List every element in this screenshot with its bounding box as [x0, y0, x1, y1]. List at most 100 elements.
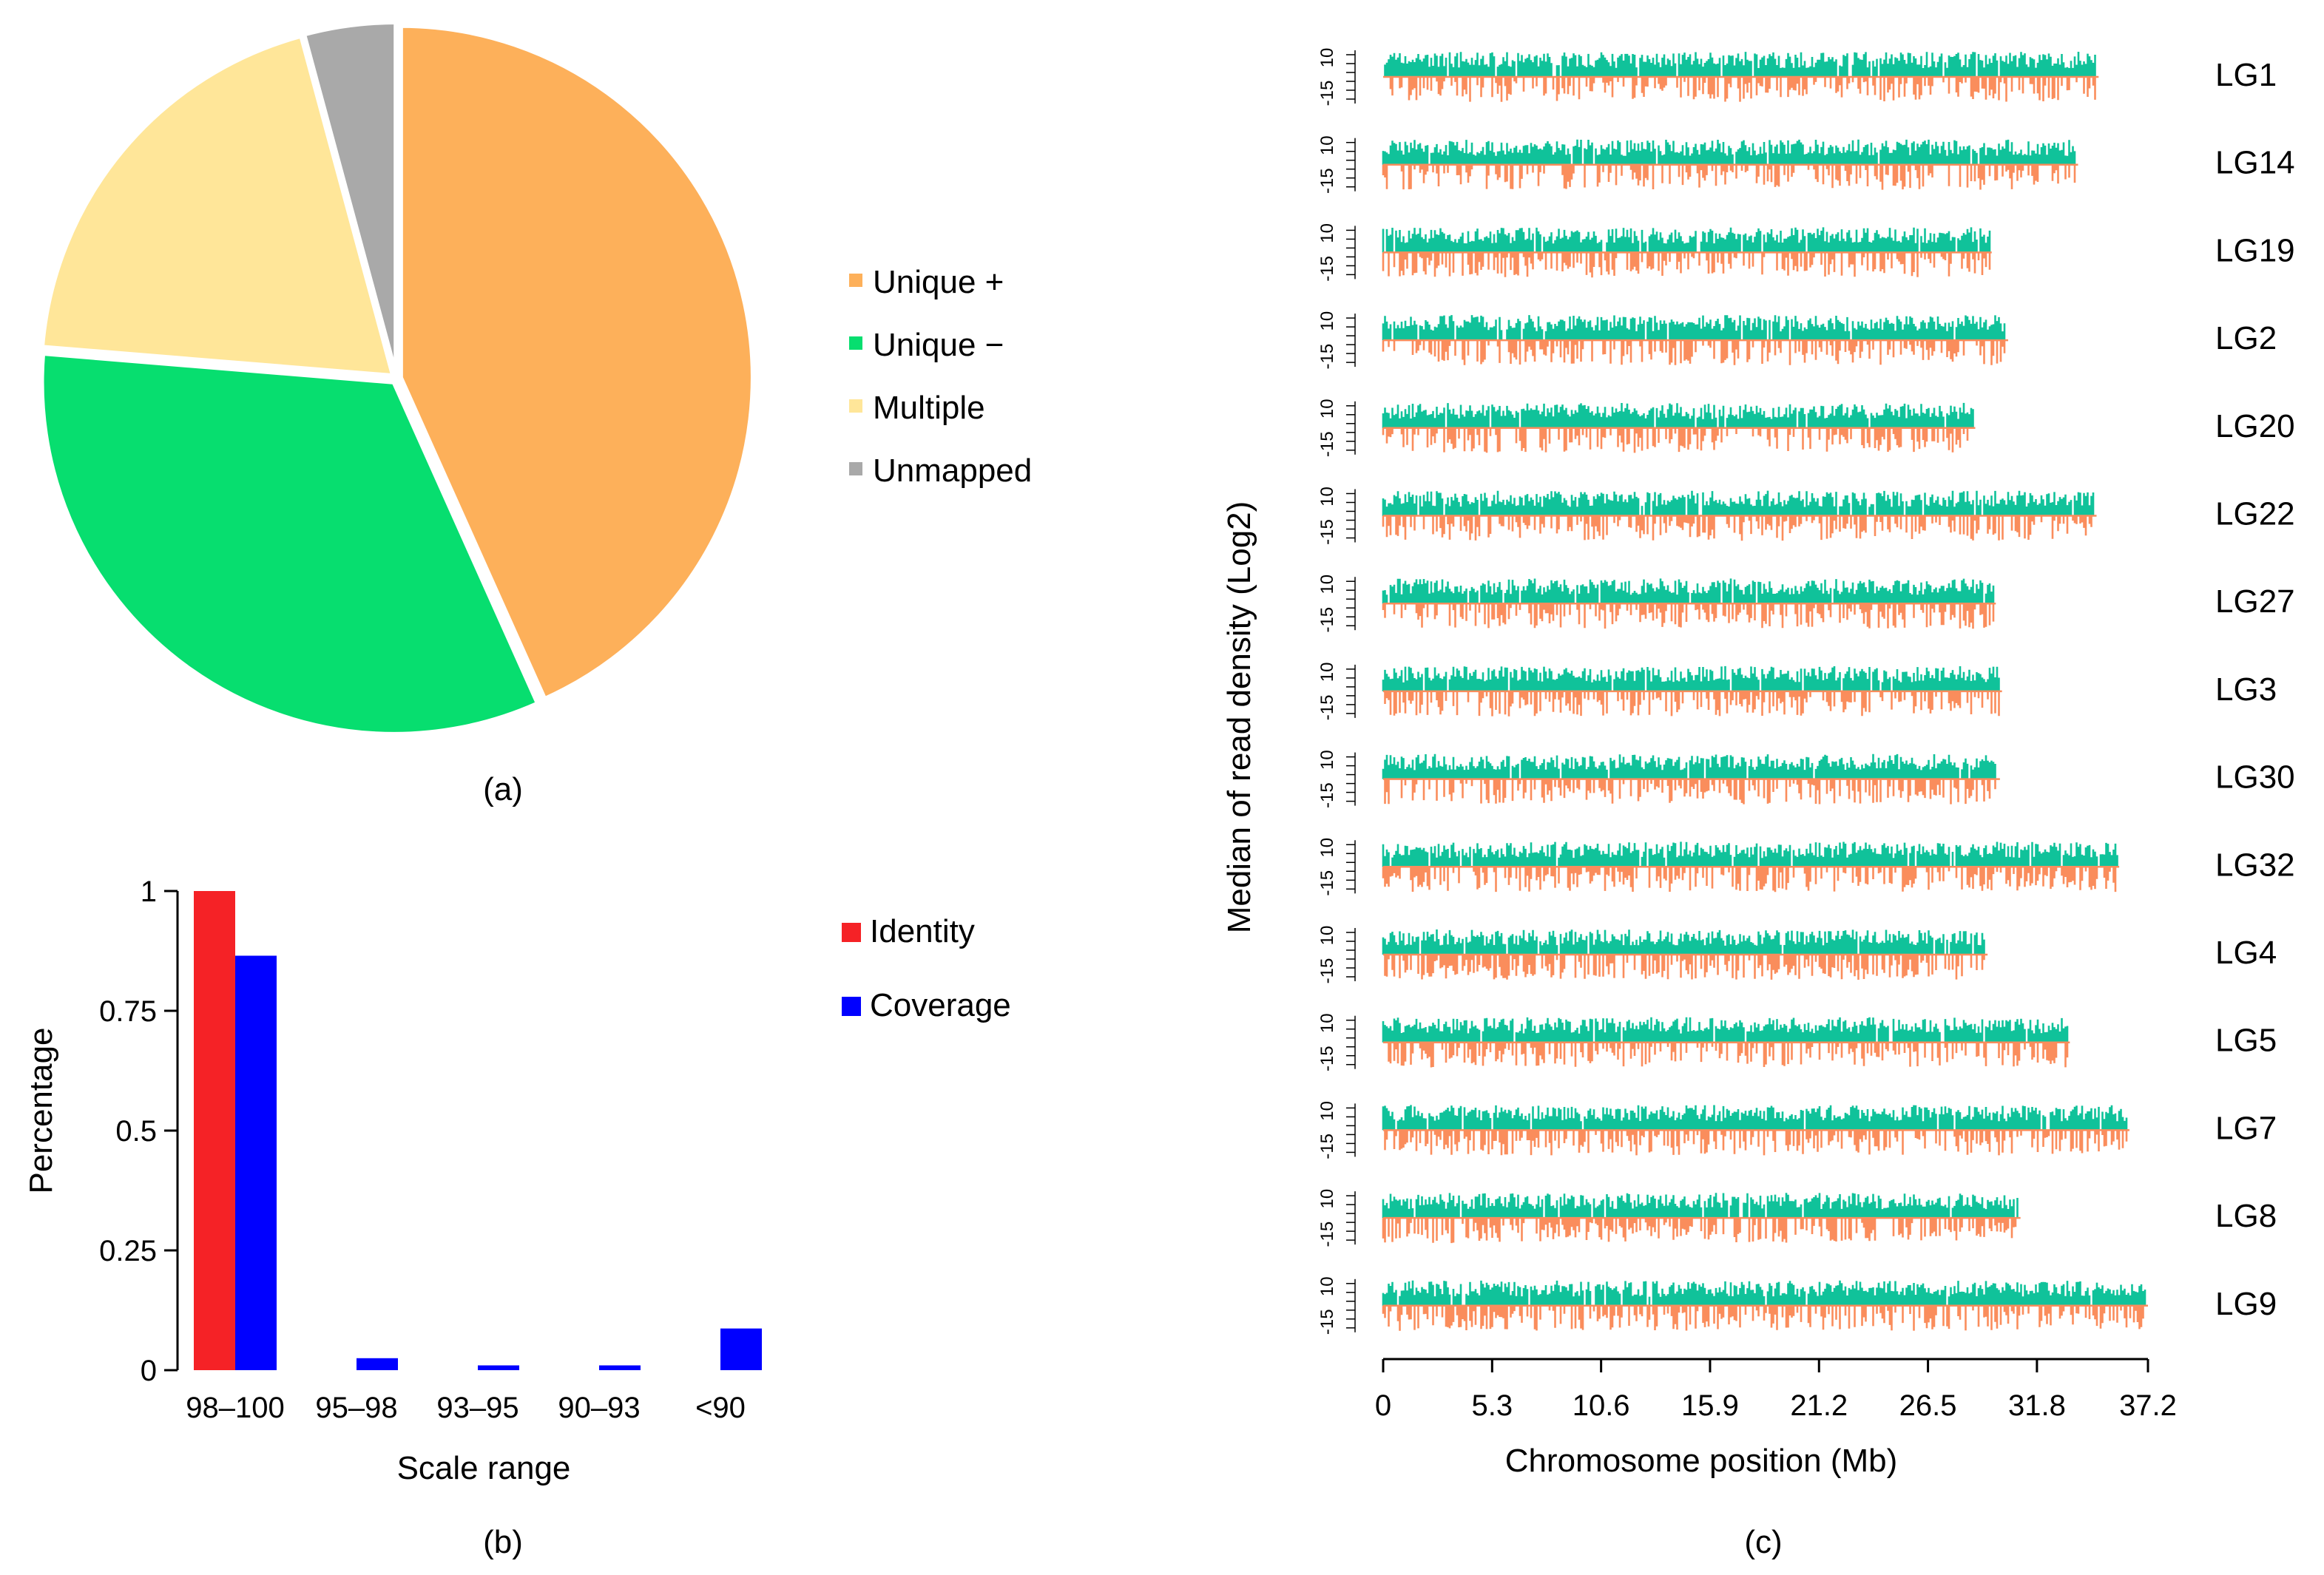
bar-coverage-2	[478, 1365, 519, 1370]
pie-legend-swatch-unmapped	[849, 462, 862, 475]
density-x-tick-label: 0	[1375, 1389, 1391, 1422]
bar-y-tick-label: 0	[141, 1355, 157, 1387]
bar-chart-panel: 0 0.25 0.5 0.75 1 98–100 95–98 93–95 90–93 <90 Id…	[23, 875, 1011, 1560]
track-plus-density	[1382, 139, 2076, 165]
track-minus-density	[1384, 1130, 2128, 1156]
bar-y-tick-label: 0.75	[99, 995, 157, 1028]
track-label-lg7: LG7	[2215, 1110, 2277, 1146]
density-x-tick-label: 10.6	[1573, 1389, 1630, 1422]
track-lg1: 10 -15 LG1	[1317, 48, 2277, 106]
bar-coverage-0	[235, 955, 277, 1370]
bar-y-axis-title: Percentage	[23, 1027, 59, 1193]
track-minus-density	[1384, 779, 1996, 805]
pie-legend-swatch-multiple	[849, 399, 862, 413]
track-plus-density	[1382, 753, 1996, 779]
track-y-tick-label: -15	[1317, 958, 1337, 984]
track-y-tick-label: -15	[1317, 1134, 1337, 1159]
track-plus-density	[1382, 929, 1985, 955]
track-label-lg9: LG9	[2215, 1286, 2277, 1322]
track-label-lg30: LG30	[2215, 759, 2295, 796]
track-label-lg5: LG5	[2215, 1023, 2277, 1059]
track-label-lg32: LG32	[2215, 847, 2295, 883]
track-y-tick-label: 10	[1317, 1189, 1337, 1209]
track-y-tick-label: -15	[1317, 344, 1337, 370]
track-plus-density	[1382, 402, 1974, 428]
track-minus-density	[1382, 164, 2076, 190]
panel-label-b: (b)	[483, 1524, 523, 1560]
bar-x-tick-label: 90–93	[558, 1392, 640, 1424]
pie-legend-label-unique: Unique +	[873, 264, 1004, 300]
track-y-tick-label: 10	[1317, 1276, 1337, 1296]
track-lg9: 10 -15 LG9	[1317, 1276, 2277, 1335]
track-y-tick-label: 10	[1317, 487, 1337, 507]
bar-y-tick-label: 1	[141, 875, 157, 908]
track-lg20: 10 -15 LG20	[1317, 399, 2295, 457]
track-y-tick-label: -15	[1317, 81, 1337, 106]
panel-label-a: (a)	[483, 771, 523, 807]
track-label-lg4: LG4	[2215, 935, 2277, 971]
track-lg3: 10 -15 LG3	[1317, 663, 2277, 721]
track-y-tick-label: -15	[1317, 870, 1337, 896]
bar-coverage-3	[599, 1365, 641, 1370]
track-minus-density	[1382, 867, 2117, 892]
bar-y-tick-label: 0.5	[115, 1115, 157, 1148]
pie-slice-multiple	[39, 33, 396, 379]
pie-legend: Unique + Unique − Multiple Unmapped	[849, 264, 1032, 489]
density-y-axis-title: Median of read density (Log2)	[1221, 501, 1257, 934]
track-y-tick-label: -15	[1317, 1309, 1337, 1335]
density-tracks: 10 -15 LG1 10 -15 LG14 10 -15 LG19 10 -15 LG2 10 -15 L…	[1317, 48, 2295, 1335]
bar-x-tick-label: 95–98	[315, 1392, 397, 1424]
track-minus-density	[1384, 955, 1985, 980]
panel-label-c: (c)	[1744, 1524, 1782, 1560]
track-label-lg2: LG2	[2215, 320, 2277, 356]
track-y-tick-label: 10	[1317, 838, 1337, 858]
track-minus-density	[1382, 340, 2006, 365]
track-minus-density	[1384, 691, 2000, 717]
track-minus-density	[1382, 427, 1969, 453]
pie-legend-swatch-unique	[849, 274, 862, 287]
track-plus-density	[1382, 1017, 2069, 1043]
density-x-tick-label: 31.8	[2008, 1389, 2066, 1422]
track-label-lg27: LG27	[2215, 583, 2295, 620]
track-y-tick-label: 10	[1317, 926, 1337, 946]
bar-identity-0	[194, 891, 235, 1370]
track-lg30: 10 -15 LG30	[1317, 750, 2295, 808]
bar-coverage-1	[357, 1358, 398, 1370]
track-y-tick-label: 10	[1317, 135, 1337, 155]
track-label-lg19: LG19	[2215, 232, 2295, 268]
pie-slice-unmapped	[301, 20, 399, 375]
track-plus-density	[1382, 227, 1991, 253]
bar-coverage-4	[720, 1328, 762, 1370]
track-y-tick-label: 10	[1317, 399, 1337, 419]
bar-legend-label-coverage: Coverage	[870, 987, 1011, 1023]
track-minus-density	[1382, 1218, 2017, 1244]
track-y-tick-label: -15	[1317, 431, 1337, 457]
pie-slice-unique	[39, 350, 541, 736]
read-density-panel: 10 -15 LG1 10 -15 LG14 10 -15 LG19 10 -15 LG2 10 -15 L…	[1221, 48, 2295, 1560]
density-x-tick-label: 21.2	[1790, 1389, 1848, 1422]
track-y-tick-label: -15	[1317, 782, 1337, 808]
bar-legend: Identity Coverage	[842, 913, 1011, 1023]
pie-legend-swatch-unique	[849, 336, 862, 350]
track-y-tick-label: 10	[1317, 575, 1337, 595]
track-y-tick-label: 10	[1317, 223, 1337, 243]
track-y-tick-label: -15	[1317, 607, 1337, 633]
track-lg14: 10 -15 LG14	[1317, 135, 2295, 194]
track-y-tick-label: 10	[1317, 663, 1337, 682]
bar-y-tick-label: 0.25	[99, 1235, 157, 1267]
track-plus-density	[1382, 578, 1995, 604]
track-label-lg8: LG8	[2215, 1198, 2277, 1234]
pie-legend-label-multiple: Multiple	[873, 390, 985, 426]
bar-legend-swatch-identity	[842, 923, 861, 942]
bar-marks	[194, 891, 762, 1370]
track-plus-density	[1382, 1280, 2146, 1306]
track-y-tick-label: -15	[1317, 1046, 1337, 1071]
density-x-tick-label: 37.2	[2119, 1389, 2177, 1422]
track-y-tick-label: 10	[1317, 48, 1337, 68]
track-lg32: 10 -15 LG32	[1317, 838, 2295, 896]
track-label-lg3: LG3	[2215, 671, 2277, 708]
track-y-tick-label: 10	[1317, 1013, 1337, 1033]
track-plus-density	[1384, 52, 2096, 77]
pie-slices	[39, 20, 755, 736]
